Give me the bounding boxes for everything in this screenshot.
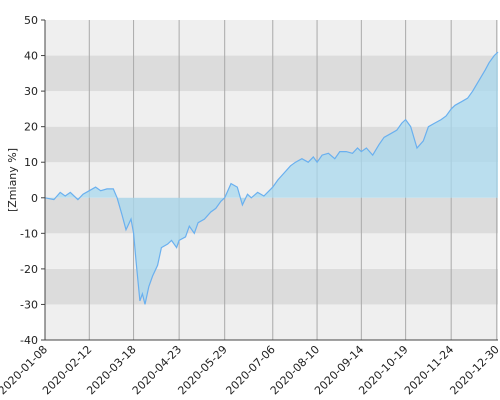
- y-tick-label: -20: [20, 263, 38, 276]
- grid-band: [45, 91, 498, 127]
- grid-band: [45, 55, 498, 92]
- y-tick-label: 50: [24, 14, 38, 27]
- y-tick-label: 40: [24, 50, 38, 63]
- y-tick-label: 20: [24, 121, 38, 134]
- x-tick-label: 2020-12-30: [447, 343, 500, 397]
- y-tick-label: -10: [20, 227, 38, 240]
- y-tick-label: 10: [24, 156, 38, 169]
- x-tick-label: 2020-05-29: [175, 343, 229, 397]
- area: [45, 52, 498, 305]
- y-tick-label: -30: [20, 298, 38, 311]
- y-tick-label: 0: [31, 192, 38, 205]
- y-tick-label: -40: [20, 334, 38, 347]
- grid-band: [45, 268, 498, 305]
- grid-band: [45, 233, 498, 269]
- y-tick-label: 30: [24, 85, 38, 98]
- grid-band: [45, 197, 498, 234]
- y-axis-label: [Zmiany %]: [6, 148, 19, 212]
- grid-band: [45, 20, 498, 56]
- line: [44, 51, 499, 305]
- grid-band: [45, 304, 498, 340]
